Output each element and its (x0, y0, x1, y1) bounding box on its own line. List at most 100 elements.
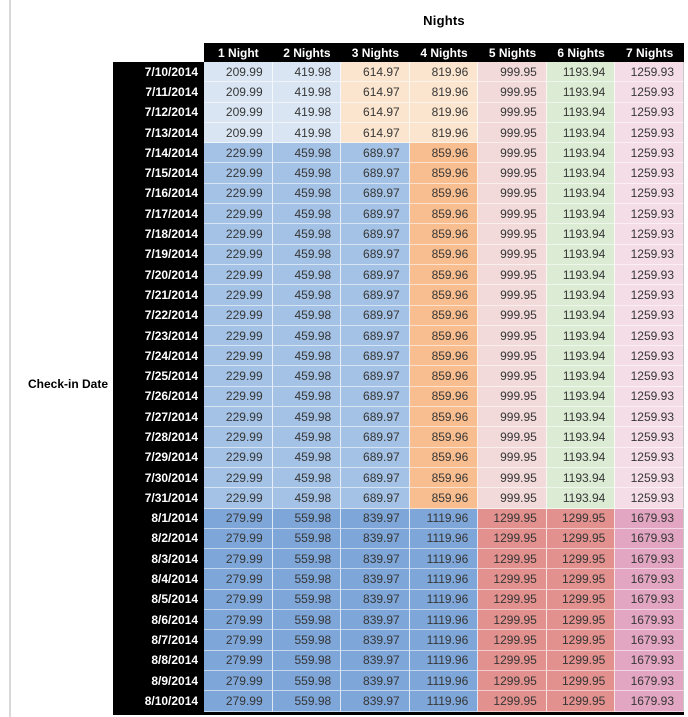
price-cell: 1259.93 (615, 204, 684, 225)
price-cell: 999.95 (478, 163, 547, 184)
price-cell: 229.99 (204, 346, 273, 367)
price-cell: 1193.94 (546, 183, 616, 205)
price-cell: 1679.93 (615, 670, 684, 692)
row-header-date: 8/8/2014 (113, 650, 205, 671)
price-cell: 999.95 (478, 102, 547, 123)
price-cell: 859.96 (409, 488, 479, 509)
price-cell: 1299.95 (546, 508, 616, 529)
price-cell: 229.99 (204, 488, 273, 509)
price-cell: 229.99 (204, 163, 273, 184)
column-header-5-nights: 5 Nights (478, 43, 547, 62)
price-cell: 229.99 (204, 183, 273, 205)
row-header-date: 8/4/2014 (113, 569, 205, 590)
price-cell: 839.97 (341, 610, 410, 631)
price-cell: 1259.93 (615, 122, 684, 144)
price-cell: 1679.93 (615, 630, 684, 651)
table-row: 7/29/2014 229.99 459.98 689.97 859.96 999.95 1… (113, 447, 684, 468)
price-cell: 859.96 (409, 407, 479, 428)
price-cell: 1119.96 (409, 589, 479, 611)
price-cell: 1259.93 (615, 467, 684, 489)
price-cell: 689.97 (341, 386, 410, 408)
price-cell: 999.95 (478, 488, 547, 509)
row-header-date: 7/13/2014 (113, 122, 205, 144)
table-row: 8/4/2014 279.99 559.98 839.97 1119.96 1299.95… (113, 569, 684, 590)
row-header-date: 7/10/2014 (113, 62, 205, 83)
price-cell: 689.97 (341, 204, 410, 225)
price-cell: 859.96 (409, 183, 479, 205)
price-cell: 229.99 (204, 407, 273, 428)
price-cell: 459.98 (272, 366, 342, 387)
price-cell: 1299.95 (546, 528, 616, 550)
price-cell: 1193.94 (546, 224, 616, 245)
price-cell: 859.96 (409, 325, 479, 347)
price-cell: 1193.94 (546, 102, 616, 123)
price-cell: 999.95 (478, 305, 547, 326)
row-header-date: 8/3/2014 (113, 549, 205, 570)
price-cell: 419.98 (272, 62, 342, 83)
price-cell: 1259.93 (615, 102, 684, 123)
price-cell: 1299.95 (478, 670, 547, 692)
price-cell: 559.98 (272, 589, 342, 611)
price-cell: 559.98 (272, 610, 342, 631)
price-cell: 819.96 (409, 122, 479, 144)
column-header-1-nights: 1 Night (204, 43, 273, 62)
price-cell: 459.98 (272, 305, 342, 326)
price-cell: 999.95 (478, 285, 547, 306)
price-cell: 999.95 (478, 224, 547, 245)
price-cell: 459.98 (272, 467, 342, 489)
price-cell: 689.97 (341, 264, 410, 286)
row-header-date: 8/1/2014 (113, 508, 205, 529)
table-row: 7/20/2014 229.99 459.98 689.97 859.96 999.95 1… (113, 264, 684, 286)
price-cell: 1259.93 (615, 346, 684, 367)
price-cell: 819.96 (409, 62, 479, 83)
price-cell: 1193.94 (546, 204, 616, 225)
row-header-date: 8/7/2014 (113, 630, 205, 651)
price-cell: 1259.93 (615, 163, 684, 184)
price-cell: 1299.95 (478, 528, 547, 550)
price-cell: 689.97 (341, 305, 410, 326)
price-cell: 1119.96 (409, 528, 479, 550)
price-cell: 1193.94 (546, 325, 616, 347)
price-cell: 689.97 (341, 143, 410, 164)
price-cell: 839.97 (341, 670, 410, 692)
price-cell: 419.98 (272, 122, 342, 144)
price-cell: 1259.93 (615, 244, 684, 265)
price-cell: 279.99 (204, 650, 273, 671)
price-cell: 859.96 (409, 244, 479, 265)
price-cell: 229.99 (204, 447, 273, 468)
price-cell: 1193.94 (546, 143, 616, 164)
price-cell: 689.97 (341, 427, 410, 448)
price-cell: 999.95 (478, 204, 547, 225)
price-cell: 419.98 (272, 82, 342, 103)
price-cell: 999.95 (478, 366, 547, 387)
price-cell: 689.97 (341, 346, 410, 367)
price-cell: 559.98 (272, 569, 342, 590)
row-header-date: 7/23/2014 (113, 325, 205, 347)
table-row: 7/19/2014 229.99 459.98 689.97 859.96 999.95 1… (113, 244, 684, 265)
price-cell: 559.98 (272, 549, 342, 570)
price-cell: 1299.95 (546, 589, 616, 611)
price-cell: 859.96 (409, 143, 479, 164)
row-header-date: 7/24/2014 (113, 346, 205, 367)
table-row: 7/18/2014 229.99 459.98 689.97 859.96 999.95 1… (113, 224, 684, 245)
price-cell: 1679.93 (615, 589, 684, 611)
price-cell: 1259.93 (615, 224, 684, 245)
price-cell: 459.98 (272, 427, 342, 448)
price-cell: 689.97 (341, 244, 410, 265)
price-cell: 1193.94 (546, 427, 616, 448)
price-cell: 859.96 (409, 467, 479, 489)
row-header-date: 8/5/2014 (113, 589, 205, 611)
price-cell: 229.99 (204, 224, 273, 245)
row-header-date: 7/25/2014 (113, 366, 205, 387)
price-cell: 859.96 (409, 447, 479, 468)
table-row: 7/28/2014 229.99 459.98 689.97 859.96 999.95 1… (113, 427, 684, 448)
price-cell: 999.95 (478, 143, 547, 164)
table-row: 7/25/2014 229.99 459.98 689.97 859.96 999.95 1… (113, 366, 684, 387)
table-row: 8/1/2014 279.99 559.98 839.97 1119.96 1299.95… (113, 508, 684, 529)
price-cell: 459.98 (272, 264, 342, 286)
row-header-date: 7/11/2014 (113, 82, 205, 103)
price-cell: 839.97 (341, 508, 410, 529)
row-header-date: 8/2/2014 (113, 528, 205, 550)
price-cell: 459.98 (272, 204, 342, 225)
price-cell: 859.96 (409, 366, 479, 387)
